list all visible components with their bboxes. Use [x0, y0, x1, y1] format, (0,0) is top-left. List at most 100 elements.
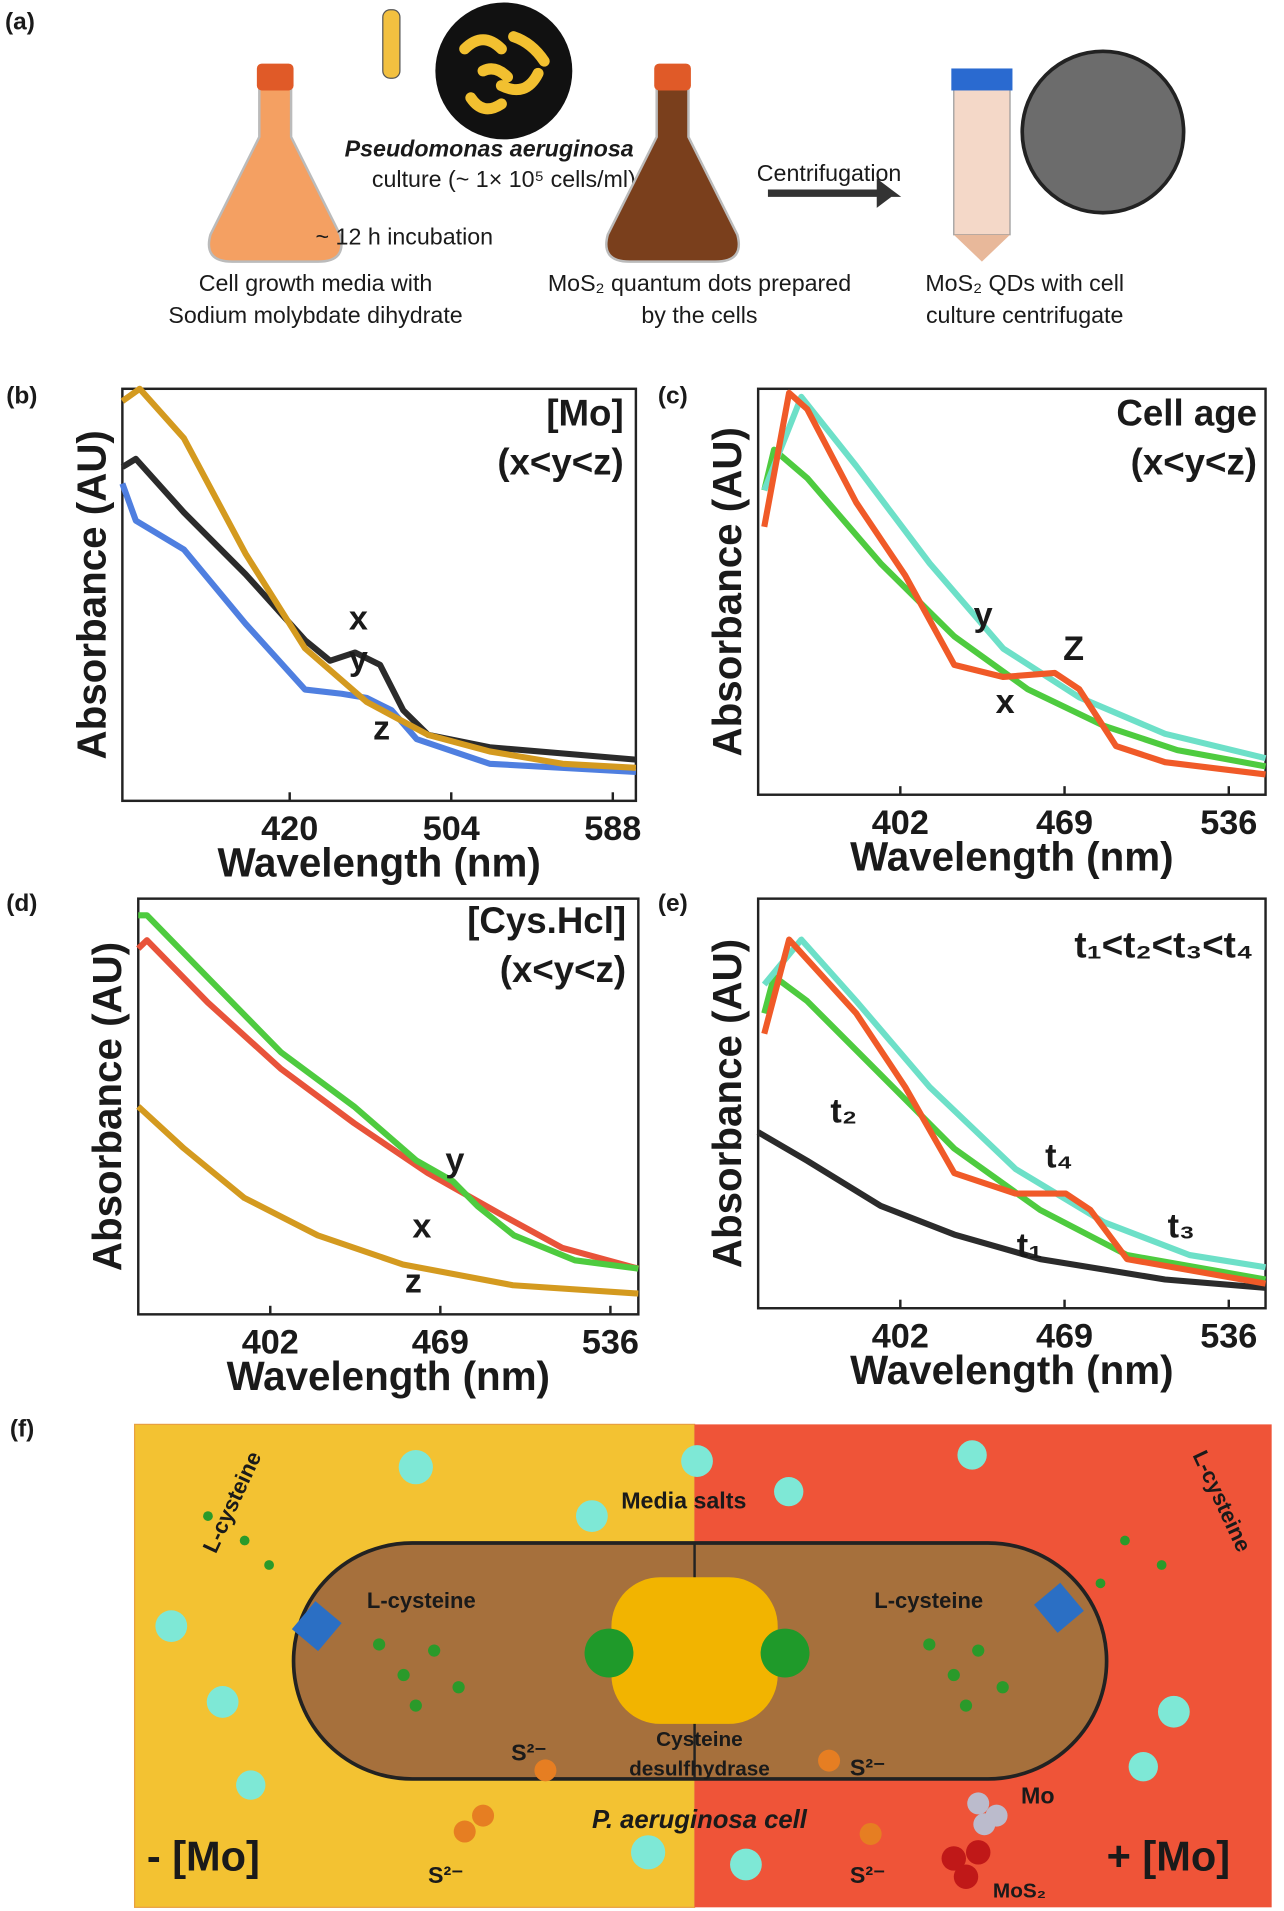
cysteine-bead — [584, 1628, 634, 1678]
tube-cap — [951, 68, 1013, 91]
channel — [291, 1601, 342, 1652]
curve-label: t₁ — [1017, 1227, 1043, 1265]
plus-mo: + [Mo] — [1107, 1833, 1231, 1880]
curve-label: x — [996, 683, 1015, 721]
plot-frame — [756, 387, 1267, 796]
line — [120, 385, 637, 771]
annotation: [Cys.Hcl] — [467, 900, 626, 941]
x-axis-label: Wavelength (nm) — [217, 840, 540, 886]
minus-mo: - [Mo] — [147, 1833, 260, 1880]
panel-label: (b) — [6, 382, 37, 409]
flask-cap — [256, 63, 294, 91]
x-tick-label: 536 — [582, 1323, 639, 1361]
panel-label: (d) — [6, 890, 37, 917]
incubation: ~ 12 h incubation — [316, 224, 494, 250]
plot-frame — [756, 897, 1267, 1310]
tube-tip — [953, 234, 1011, 262]
panel-label: (f) — [10, 1416, 34, 1443]
step-text: MoS₂ quantum dots prepared — [548, 270, 851, 296]
panel-label: (e) — [658, 890, 688, 917]
line — [761, 389, 1266, 778]
line — [119, 482, 637, 776]
l-cysteine: L-cysteine — [367, 1588, 476, 1613]
centrifuge-tube — [953, 87, 1011, 236]
line — [761, 936, 1267, 1271]
panel-f: (f) L-cysteine L-cysteine L-cysteine L-c… — [10, 1416, 1272, 1908]
curve-label: t₃ — [1168, 1207, 1195, 1245]
x-tick-label: 402 — [872, 804, 929, 842]
curve-label: Z — [1063, 630, 1084, 668]
y-axis-label: Absorbance (AU) — [84, 942, 130, 1271]
sulfide: S²⁻ — [428, 1862, 463, 1888]
step-text: by the cells — [641, 302, 757, 328]
organism: Pseudomonas aeruginosa — [345, 135, 634, 161]
annotation: [Mo] — [546, 392, 623, 433]
l-cysteine: L-cysteine — [874, 1588, 983, 1613]
curve-label: t₂ — [830, 1092, 857, 1130]
annotation: (x<y<z) — [1131, 441, 1257, 482]
curve-label: x — [349, 600, 368, 638]
x-tick-label: 469 — [1036, 804, 1093, 842]
chart: (b) [Mo] (x<y<z) 420 504 588 Wavelength (nm) Ab… — [6, 382, 641, 885]
flask — [605, 86, 740, 263]
x-axis-label: Wavelength (nm) — [850, 1347, 1173, 1393]
curve-label: y — [445, 1141, 464, 1179]
sulfide: S²⁻ — [850, 1754, 885, 1780]
curve-label: x — [412, 1207, 431, 1245]
line — [756, 1129, 1266, 1291]
step-text: Sodium molybdate dihydrate — [168, 302, 462, 328]
channel — [1034, 1582, 1084, 1633]
mos2-beads — [941, 1840, 991, 1889]
x-tick-label: 469 — [1036, 1317, 1093, 1355]
annotation: t₁<t₂<t₃<t₄ — [1074, 924, 1253, 965]
enzyme — [611, 1577, 778, 1724]
curve-label: z — [405, 1262, 422, 1300]
curve-label: z — [373, 710, 390, 748]
step-text: Cell growth media with — [199, 270, 433, 296]
step-text: culture centrifugate — [926, 302, 1123, 328]
panel-label: (c) — [658, 382, 688, 409]
chart: (e) t₁<t₂<t₃<t₄ 402 469 536 Wavelength (nm) Ab… — [658, 890, 1267, 1393]
step-text: MoS₂ QDs with cell — [925, 270, 1124, 296]
curve-label: y — [349, 640, 368, 678]
cell-label: P. aeruginosa cell — [592, 1806, 808, 1834]
cysteine-bead — [760, 1628, 810, 1678]
sulfide: S²⁻ — [511, 1740, 546, 1766]
plot-frame — [137, 897, 640, 1316]
y-axis-label: Absorbance (AU) — [68, 430, 114, 759]
x-tick-label: 469 — [412, 1323, 469, 1361]
curve-label: t₄ — [1045, 1138, 1073, 1176]
media-salts: Media salts — [621, 1488, 746, 1514]
line — [138, 912, 639, 1272]
bacteria — [459, 31, 550, 115]
y-axis-label: Absorbance (AU) — [704, 939, 750, 1268]
media-salts-bubbles — [155, 1440, 1190, 1881]
centrifugation: Centrifugation — [757, 160, 902, 186]
x-tick-label: 420 — [261, 810, 318, 848]
tem-image — [1020, 49, 1186, 215]
plot-frame — [121, 387, 638, 803]
cysteine-dots — [203, 1511, 1167, 1712]
x-tick-label: 504 — [423, 810, 480, 848]
mos2: MoS₂ — [993, 1880, 1046, 1903]
chart: (c) Cell age (x<y<z) 402 469 536 Wavelength (n… — [658, 382, 1267, 880]
enzyme-label: Cysteine — [656, 1728, 743, 1751]
sulfide: S²⁻ — [850, 1862, 885, 1888]
x-tick-label: 536 — [1200, 1317, 1257, 1355]
line — [761, 446, 1267, 770]
annotation: (x<y<z) — [500, 949, 626, 990]
panel-label: (a) — [5, 8, 35, 35]
x-tick-label: 402 — [872, 1317, 929, 1355]
sulfide-beads — [453, 1749, 882, 1845]
arrow — [767, 178, 902, 208]
annotation: Cell age — [1116, 392, 1257, 433]
mo: Mo — [1021, 1782, 1055, 1808]
curve-label: y — [974, 596, 993, 634]
enzyme-label: desulfhydrase — [629, 1757, 770, 1780]
culture: culture (~ 1× 10⁵ cells/ml) — [372, 166, 636, 192]
line — [761, 393, 1267, 762]
annotation: (x<y<z) — [497, 441, 623, 482]
x-tick-label: 536 — [1200, 804, 1257, 842]
x-axis-label: Wavelength (nm) — [227, 1353, 550, 1399]
